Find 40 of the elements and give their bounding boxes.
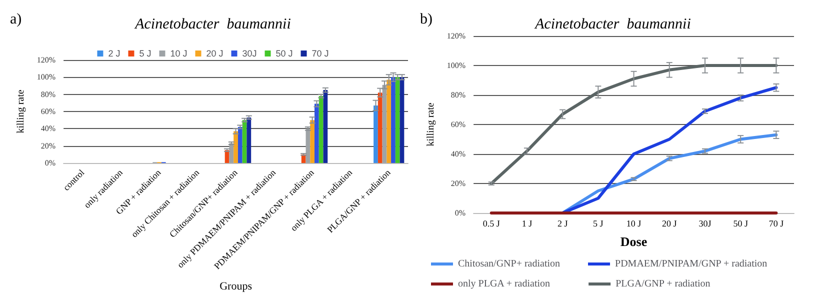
y-tick-label: 120% <box>36 56 56 64</box>
y-tick-label: 40% <box>450 150 466 158</box>
y-tick-label: 40% <box>40 124 56 134</box>
x-tick-label: 30J <box>698 218 712 228</box>
legend-label: 5 J <box>139 48 152 58</box>
y-tick-label: 20% <box>40 141 56 150</box>
y-tick-label: 0% <box>454 208 466 218</box>
x-axis-title: Groups <box>220 280 252 292</box>
y-tick-label: 0% <box>44 158 56 168</box>
y-tick-label: 60% <box>450 120 466 129</box>
x-tick-label: 10 J <box>626 218 642 228</box>
legend-label: 20 J <box>206 48 224 58</box>
y-tick-label: 60% <box>40 107 56 116</box>
x-axis-title: Dose <box>620 234 648 249</box>
text: b) <box>420 12 432 28</box>
y-axis-title: killing rate <box>16 89 26 134</box>
legend-label: 70 J <box>312 48 329 58</box>
x-tick-label: 20 J <box>662 218 678 228</box>
x-tick-label: 5 J <box>593 218 604 228</box>
y-tick-label: 80% <box>40 90 56 99</box>
legend-label: 2 J <box>108 48 120 58</box>
legend-label: PLGA/GNP + radiation <box>616 278 710 290</box>
x-tick-label: 70 J <box>768 218 784 228</box>
y-axis-title: killing rate <box>426 102 436 146</box>
y-tick-label: 120% <box>446 32 466 40</box>
chart-title: Acinetobacter baumannii <box>534 16 691 32</box>
legend-label: only PLGA + radiation <box>458 278 550 290</box>
x-tick-label: 2 J <box>557 218 568 228</box>
x-tick-label: 1 J <box>522 218 533 228</box>
y-tick-label: 20% <box>450 179 466 188</box>
text: a) <box>10 12 22 28</box>
legend-label: 10 J <box>170 48 188 58</box>
legend-label: 30J <box>242 48 257 58</box>
x-tick-label: 50 J <box>733 218 748 228</box>
y-tick-label: 100% <box>446 61 466 70</box>
y-tick-label: 80% <box>450 90 466 100</box>
y-tick-label: 100% <box>36 72 56 82</box>
chart-title: Acinetobacter baumannii <box>134 16 291 32</box>
x-tick-label: 0.5 J <box>482 218 500 228</box>
legend-label: 50 J <box>276 48 293 58</box>
